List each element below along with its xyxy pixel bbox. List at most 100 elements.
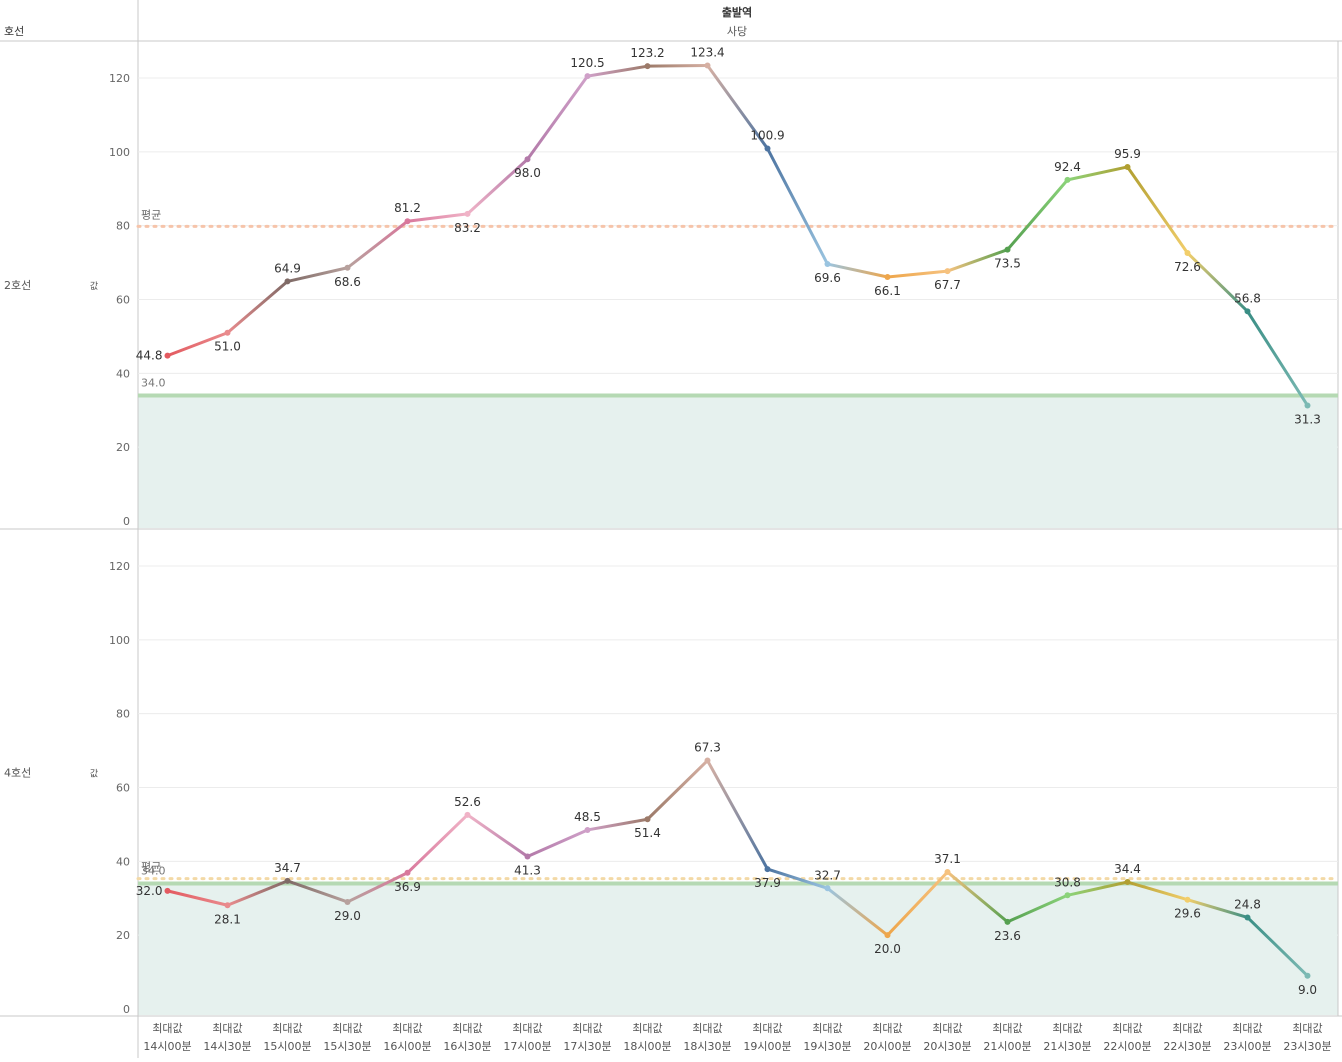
x-tick-label[interactable]: 18시30분 bbox=[683, 1040, 731, 1053]
data-label: 98.0 bbox=[514, 166, 541, 180]
x-tick-label[interactable]: 16시00분 bbox=[383, 1040, 431, 1053]
data-point[interactable] bbox=[644, 816, 651, 823]
data-point[interactable] bbox=[944, 268, 951, 275]
data-point[interactable] bbox=[1064, 176, 1071, 183]
data-point[interactable] bbox=[224, 902, 231, 909]
column-field-header[interactable]: 출발역 bbox=[722, 5, 752, 19]
y-tick-label: 40 bbox=[116, 855, 130, 868]
data-point[interactable] bbox=[584, 826, 591, 833]
x-tick-label[interactable]: 15시00분 bbox=[263, 1040, 311, 1053]
data-point[interactable] bbox=[344, 264, 351, 271]
data-point[interactable] bbox=[284, 877, 291, 884]
x-header-measure[interactable]: 최대값 bbox=[272, 1022, 302, 1035]
data-point[interactable] bbox=[704, 62, 711, 69]
x-tick-label[interactable]: 23시30분 bbox=[1283, 1040, 1331, 1053]
x-header-measure[interactable]: 최대값 bbox=[392, 1022, 422, 1035]
series-line-segment bbox=[586, 64, 649, 78]
series-line-segment bbox=[226, 279, 289, 335]
data-point[interactable] bbox=[704, 757, 711, 764]
data-point[interactable] bbox=[1304, 972, 1311, 979]
data-point[interactable] bbox=[584, 73, 591, 80]
reference-label: 34.0 bbox=[141, 376, 166, 389]
data-point[interactable] bbox=[1004, 918, 1011, 925]
x-header-measure[interactable]: 최대값 bbox=[512, 1022, 542, 1035]
facet-label[interactable]: 2호선 bbox=[4, 279, 31, 292]
x-tick-label[interactable]: 22시30분 bbox=[1163, 1040, 1211, 1053]
data-point[interactable] bbox=[884, 273, 891, 280]
y-tick-label: 0 bbox=[123, 1003, 130, 1016]
data-point[interactable] bbox=[884, 932, 891, 939]
x-header-measure[interactable]: 최대값 bbox=[572, 1022, 602, 1035]
data-point[interactable] bbox=[944, 869, 951, 876]
x-tick-label[interactable]: 21시30분 bbox=[1043, 1040, 1091, 1053]
data-point[interactable] bbox=[1004, 246, 1011, 253]
x-header-measure[interactable]: 최대값 bbox=[632, 1022, 662, 1035]
data-point[interactable] bbox=[404, 218, 411, 225]
x-header-measure[interactable]: 최대값 bbox=[1172, 1022, 1202, 1035]
x-header-measure[interactable]: 최대값 bbox=[1292, 1022, 1322, 1035]
data-point[interactable] bbox=[524, 156, 531, 163]
data-point[interactable] bbox=[1124, 163, 1131, 170]
data-point[interactable] bbox=[1064, 892, 1071, 899]
data-point[interactable] bbox=[1244, 914, 1251, 921]
x-tick-label[interactable]: 17시00분 bbox=[503, 1040, 551, 1053]
data-point[interactable] bbox=[464, 811, 471, 818]
x-header-measure[interactable]: 최대값 bbox=[1232, 1022, 1262, 1035]
x-header-measure[interactable]: 최대값 bbox=[872, 1022, 902, 1035]
series-line-segment bbox=[286, 879, 349, 904]
data-point[interactable] bbox=[464, 210, 471, 217]
x-header-measure[interactable]: 최대값 bbox=[812, 1022, 842, 1035]
x-tick-label[interactable]: 21시00분 bbox=[983, 1040, 1031, 1053]
x-tick-label[interactable]: 22시00분 bbox=[1103, 1040, 1151, 1053]
x-header-measure[interactable]: 최대값 bbox=[1112, 1022, 1142, 1035]
x-tick-label[interactable]: 14시30분 bbox=[203, 1040, 251, 1053]
x-header-measure[interactable]: 최대값 bbox=[692, 1022, 722, 1035]
reference-label: 34.0 bbox=[141, 864, 166, 877]
x-header-measure[interactable]: 최대값 bbox=[1052, 1022, 1082, 1035]
x-header-measure[interactable]: 최대값 bbox=[212, 1022, 242, 1035]
x-tick-label[interactable]: 18시00분 bbox=[623, 1040, 671, 1053]
x-tick-label[interactable]: 16시30분 bbox=[443, 1040, 491, 1053]
x-tick-label[interactable]: 14시00분 bbox=[143, 1040, 191, 1053]
data-point[interactable] bbox=[824, 885, 831, 892]
x-header-measure[interactable]: 최대값 bbox=[932, 1022, 962, 1035]
data-point[interactable] bbox=[404, 869, 411, 876]
data-label: 66.1 bbox=[874, 284, 901, 298]
data-point[interactable] bbox=[764, 866, 771, 873]
x-tick-label[interactable]: 15시30분 bbox=[323, 1040, 371, 1053]
x-header-measure[interactable]: 최대값 bbox=[332, 1022, 362, 1035]
x-header-measure[interactable]: 최대값 bbox=[992, 1022, 1022, 1035]
data-point[interactable] bbox=[164, 887, 171, 894]
x-tick-label[interactable]: 19시30분 bbox=[803, 1040, 851, 1053]
row-field-header[interactable]: 호선 bbox=[4, 25, 24, 38]
data-point[interactable] bbox=[344, 898, 351, 905]
data-point[interactable] bbox=[1304, 402, 1311, 409]
data-label: 29.0 bbox=[334, 909, 361, 923]
facet-label[interactable]: 4호선 bbox=[4, 767, 31, 780]
data-point[interactable] bbox=[644, 63, 651, 70]
x-tick-label[interactable]: 17시30분 bbox=[563, 1040, 611, 1053]
data-label: 30.8 bbox=[1054, 875, 1081, 889]
x-header-measure[interactable]: 최대값 bbox=[152, 1022, 182, 1035]
x-header-measure[interactable]: 최대값 bbox=[452, 1022, 482, 1035]
column-value-header[interactable]: 사당 bbox=[727, 25, 747, 38]
data-point[interactable] bbox=[764, 145, 771, 152]
data-point[interactable] bbox=[1184, 249, 1191, 256]
x-tick-label[interactable]: 20시00분 bbox=[863, 1040, 911, 1053]
data-point[interactable] bbox=[824, 261, 831, 268]
x-tick-label[interactable]: 19시00분 bbox=[743, 1040, 791, 1053]
data-point[interactable] bbox=[524, 853, 531, 860]
data-label: 29.6 bbox=[1174, 907, 1201, 921]
data-point[interactable] bbox=[284, 278, 291, 285]
x-header-measure[interactable]: 최대값 bbox=[752, 1022, 782, 1035]
data-point[interactable] bbox=[164, 352, 171, 359]
reference-band bbox=[138, 883, 1338, 1015]
data-point[interactable] bbox=[1124, 879, 1131, 886]
x-tick-label[interactable]: 23시00분 bbox=[1223, 1040, 1271, 1053]
data-point[interactable] bbox=[1244, 308, 1251, 315]
data-point[interactable] bbox=[224, 329, 231, 336]
x-tick-label[interactable]: 20시30분 bbox=[923, 1040, 971, 1053]
data-point[interactable] bbox=[1184, 896, 1191, 903]
data-label: 9.0 bbox=[1298, 983, 1317, 997]
